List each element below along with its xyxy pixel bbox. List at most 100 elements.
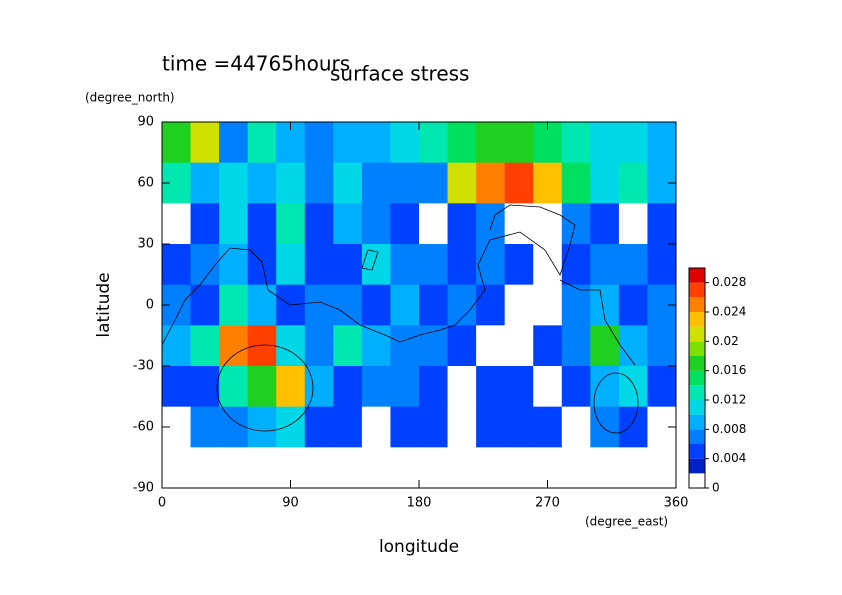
contour-cell <box>333 325 363 367</box>
y-tick-label: 90 <box>137 115 154 130</box>
chart-subtitle: time =44765hours <box>162 52 350 76</box>
colorbar-swatch <box>689 473 705 488</box>
contour-cell <box>419 366 449 408</box>
contour-cell <box>219 162 249 204</box>
colorbar-swatch <box>689 326 705 342</box>
contour-cell <box>476 447 506 489</box>
contour-cell <box>276 244 306 286</box>
contour-cell <box>504 406 534 448</box>
contour-cell <box>533 284 563 326</box>
contour-cell <box>390 203 420 245</box>
contour-cell <box>333 284 363 326</box>
contour-cell <box>390 244 420 286</box>
contour-cell <box>618 203 648 245</box>
contour-cell <box>247 366 277 408</box>
contour-cell <box>333 447 363 489</box>
y-tick-label: 60 <box>137 176 154 191</box>
coastline <box>559 279 636 366</box>
contour-cell <box>276 203 306 245</box>
contour-cell <box>162 203 192 245</box>
contour-cell <box>590 244 620 286</box>
contour-cell <box>504 325 534 367</box>
colorbar-tick-label: 0.024 <box>712 305 746 319</box>
contour-cell <box>247 284 277 326</box>
contour-cell <box>647 447 677 489</box>
contour-cell <box>361 366 391 408</box>
contour-cell <box>247 203 277 245</box>
contour-cell <box>561 406 591 448</box>
contour-cell <box>361 244 391 286</box>
contour-cell <box>419 406 449 448</box>
contour-cell <box>162 366 192 408</box>
contour-cell <box>476 203 506 245</box>
contour-cell <box>361 447 391 489</box>
contour-cell <box>590 447 620 489</box>
contour-cell <box>447 122 477 164</box>
contour-cell <box>618 162 648 204</box>
contour-cell <box>447 406 477 448</box>
contour-cell <box>590 406 620 448</box>
contour-cell <box>419 325 449 367</box>
contour-cell <box>590 325 620 367</box>
contour-cell <box>476 244 506 286</box>
contour-cell <box>618 244 648 286</box>
contour-cell <box>333 203 363 245</box>
contour-cell <box>276 162 306 204</box>
contour-cell <box>304 447 334 489</box>
colorbar-frame <box>688 267 706 489</box>
contour-cell <box>333 366 363 408</box>
contour-cell <box>162 244 192 286</box>
contour-cell <box>533 162 563 204</box>
x-axis-label: longitude <box>379 537 459 557</box>
contour-cell <box>219 406 249 448</box>
contour-cell <box>361 203 391 245</box>
contour-cell <box>162 122 192 164</box>
contour-cell <box>590 162 620 204</box>
contour-cell <box>504 366 534 408</box>
coastline <box>216 344 314 432</box>
colorbar-swatch <box>689 356 705 371</box>
contour-cell <box>504 122 534 164</box>
contour-cell <box>561 366 591 408</box>
contour-cell <box>561 447 591 489</box>
contour-cell <box>476 366 506 408</box>
contour-cell <box>219 122 249 164</box>
contour-cell <box>590 122 620 164</box>
contour-cell <box>247 122 277 164</box>
contour-cell <box>647 122 677 164</box>
contour-cell <box>447 284 477 326</box>
contour-field <box>162 122 677 489</box>
coastline <box>593 372 639 434</box>
contour-cell <box>304 406 334 448</box>
contour-cell <box>361 122 391 164</box>
x-tick-label: 90 <box>282 496 299 511</box>
contour-cell <box>333 122 363 164</box>
contour-cell <box>561 284 591 326</box>
contour-cell <box>647 366 677 408</box>
contour-cell <box>190 122 220 164</box>
y-axis-label: latitude <box>94 272 114 337</box>
y-tick-label: 0 <box>146 298 154 313</box>
contour-cell <box>333 406 363 448</box>
contour-cell <box>219 244 249 286</box>
contour-cell <box>647 203 677 245</box>
contour-cell <box>361 325 391 367</box>
contour-cell <box>618 447 648 489</box>
colorbar-swatch <box>689 341 705 356</box>
contour-cell <box>476 325 506 367</box>
colorbar-swatch <box>689 312 705 327</box>
contour-cell <box>476 162 506 204</box>
contour-cell <box>247 325 277 367</box>
contour-cell <box>447 244 477 286</box>
contour-cell <box>590 203 620 245</box>
contour-cell <box>304 284 334 326</box>
colorbar-swatch <box>689 370 705 386</box>
contour-cell <box>561 325 591 367</box>
colorbar-swatch <box>689 444 705 459</box>
y-tick-label: -30 <box>133 359 154 374</box>
contour-cell <box>390 162 420 204</box>
contour-cell <box>476 122 506 164</box>
contour-cell <box>190 284 220 326</box>
contour-cell <box>419 244 449 286</box>
